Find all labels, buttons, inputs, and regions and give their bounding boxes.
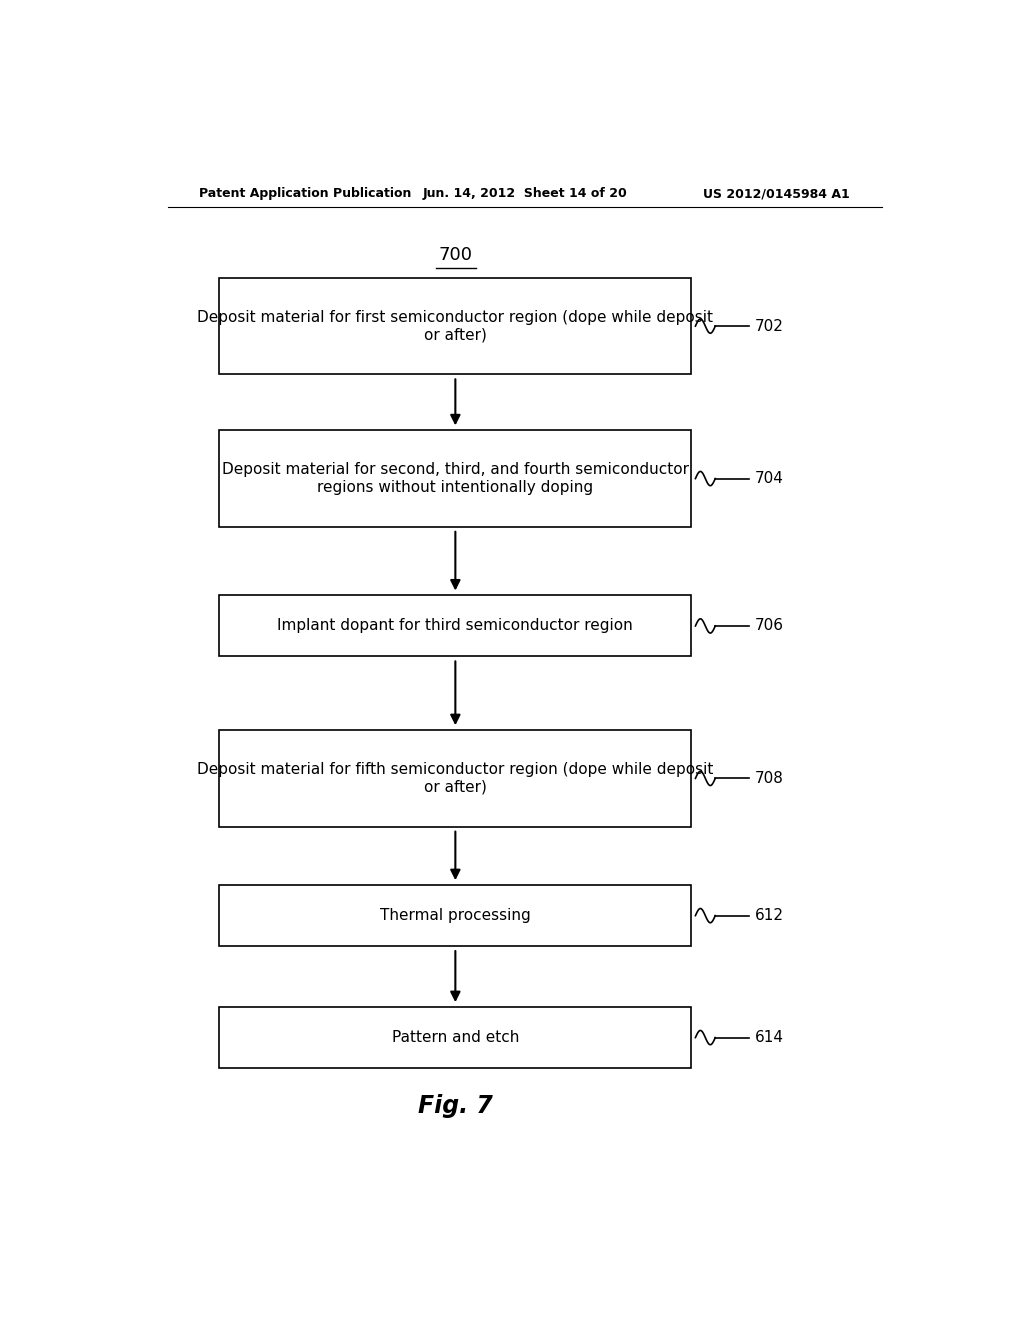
FancyBboxPatch shape	[219, 886, 691, 946]
FancyBboxPatch shape	[219, 595, 691, 656]
Text: Deposit material for fifth semiconductor region (dope while deposit
or after): Deposit material for fifth semiconductor…	[198, 762, 714, 795]
Text: 702: 702	[755, 318, 783, 334]
Text: 612: 612	[755, 908, 784, 923]
Text: Fig. 7: Fig. 7	[419, 1094, 494, 1118]
Text: Pattern and etch: Pattern and etch	[391, 1030, 519, 1045]
Text: 706: 706	[755, 619, 784, 634]
FancyBboxPatch shape	[219, 277, 691, 375]
Text: 700: 700	[438, 246, 473, 264]
Text: Jun. 14, 2012  Sheet 14 of 20: Jun. 14, 2012 Sheet 14 of 20	[423, 187, 627, 201]
Text: Deposit material for second, third, and fourth semiconductor
regions without int: Deposit material for second, third, and …	[222, 462, 689, 495]
Text: 614: 614	[755, 1030, 784, 1045]
Text: Implant dopant for third semiconductor region: Implant dopant for third semiconductor r…	[278, 619, 633, 634]
Text: Thermal processing: Thermal processing	[380, 908, 530, 923]
Text: 704: 704	[755, 471, 783, 486]
Text: 708: 708	[755, 771, 783, 785]
FancyBboxPatch shape	[219, 1007, 691, 1068]
Text: Patent Application Publication: Patent Application Publication	[200, 187, 412, 201]
Text: Deposit material for first semiconductor region (dope while deposit
or after): Deposit material for first semiconductor…	[198, 310, 714, 342]
FancyBboxPatch shape	[219, 430, 691, 527]
FancyBboxPatch shape	[219, 730, 691, 826]
Text: US 2012/0145984 A1: US 2012/0145984 A1	[703, 187, 850, 201]
